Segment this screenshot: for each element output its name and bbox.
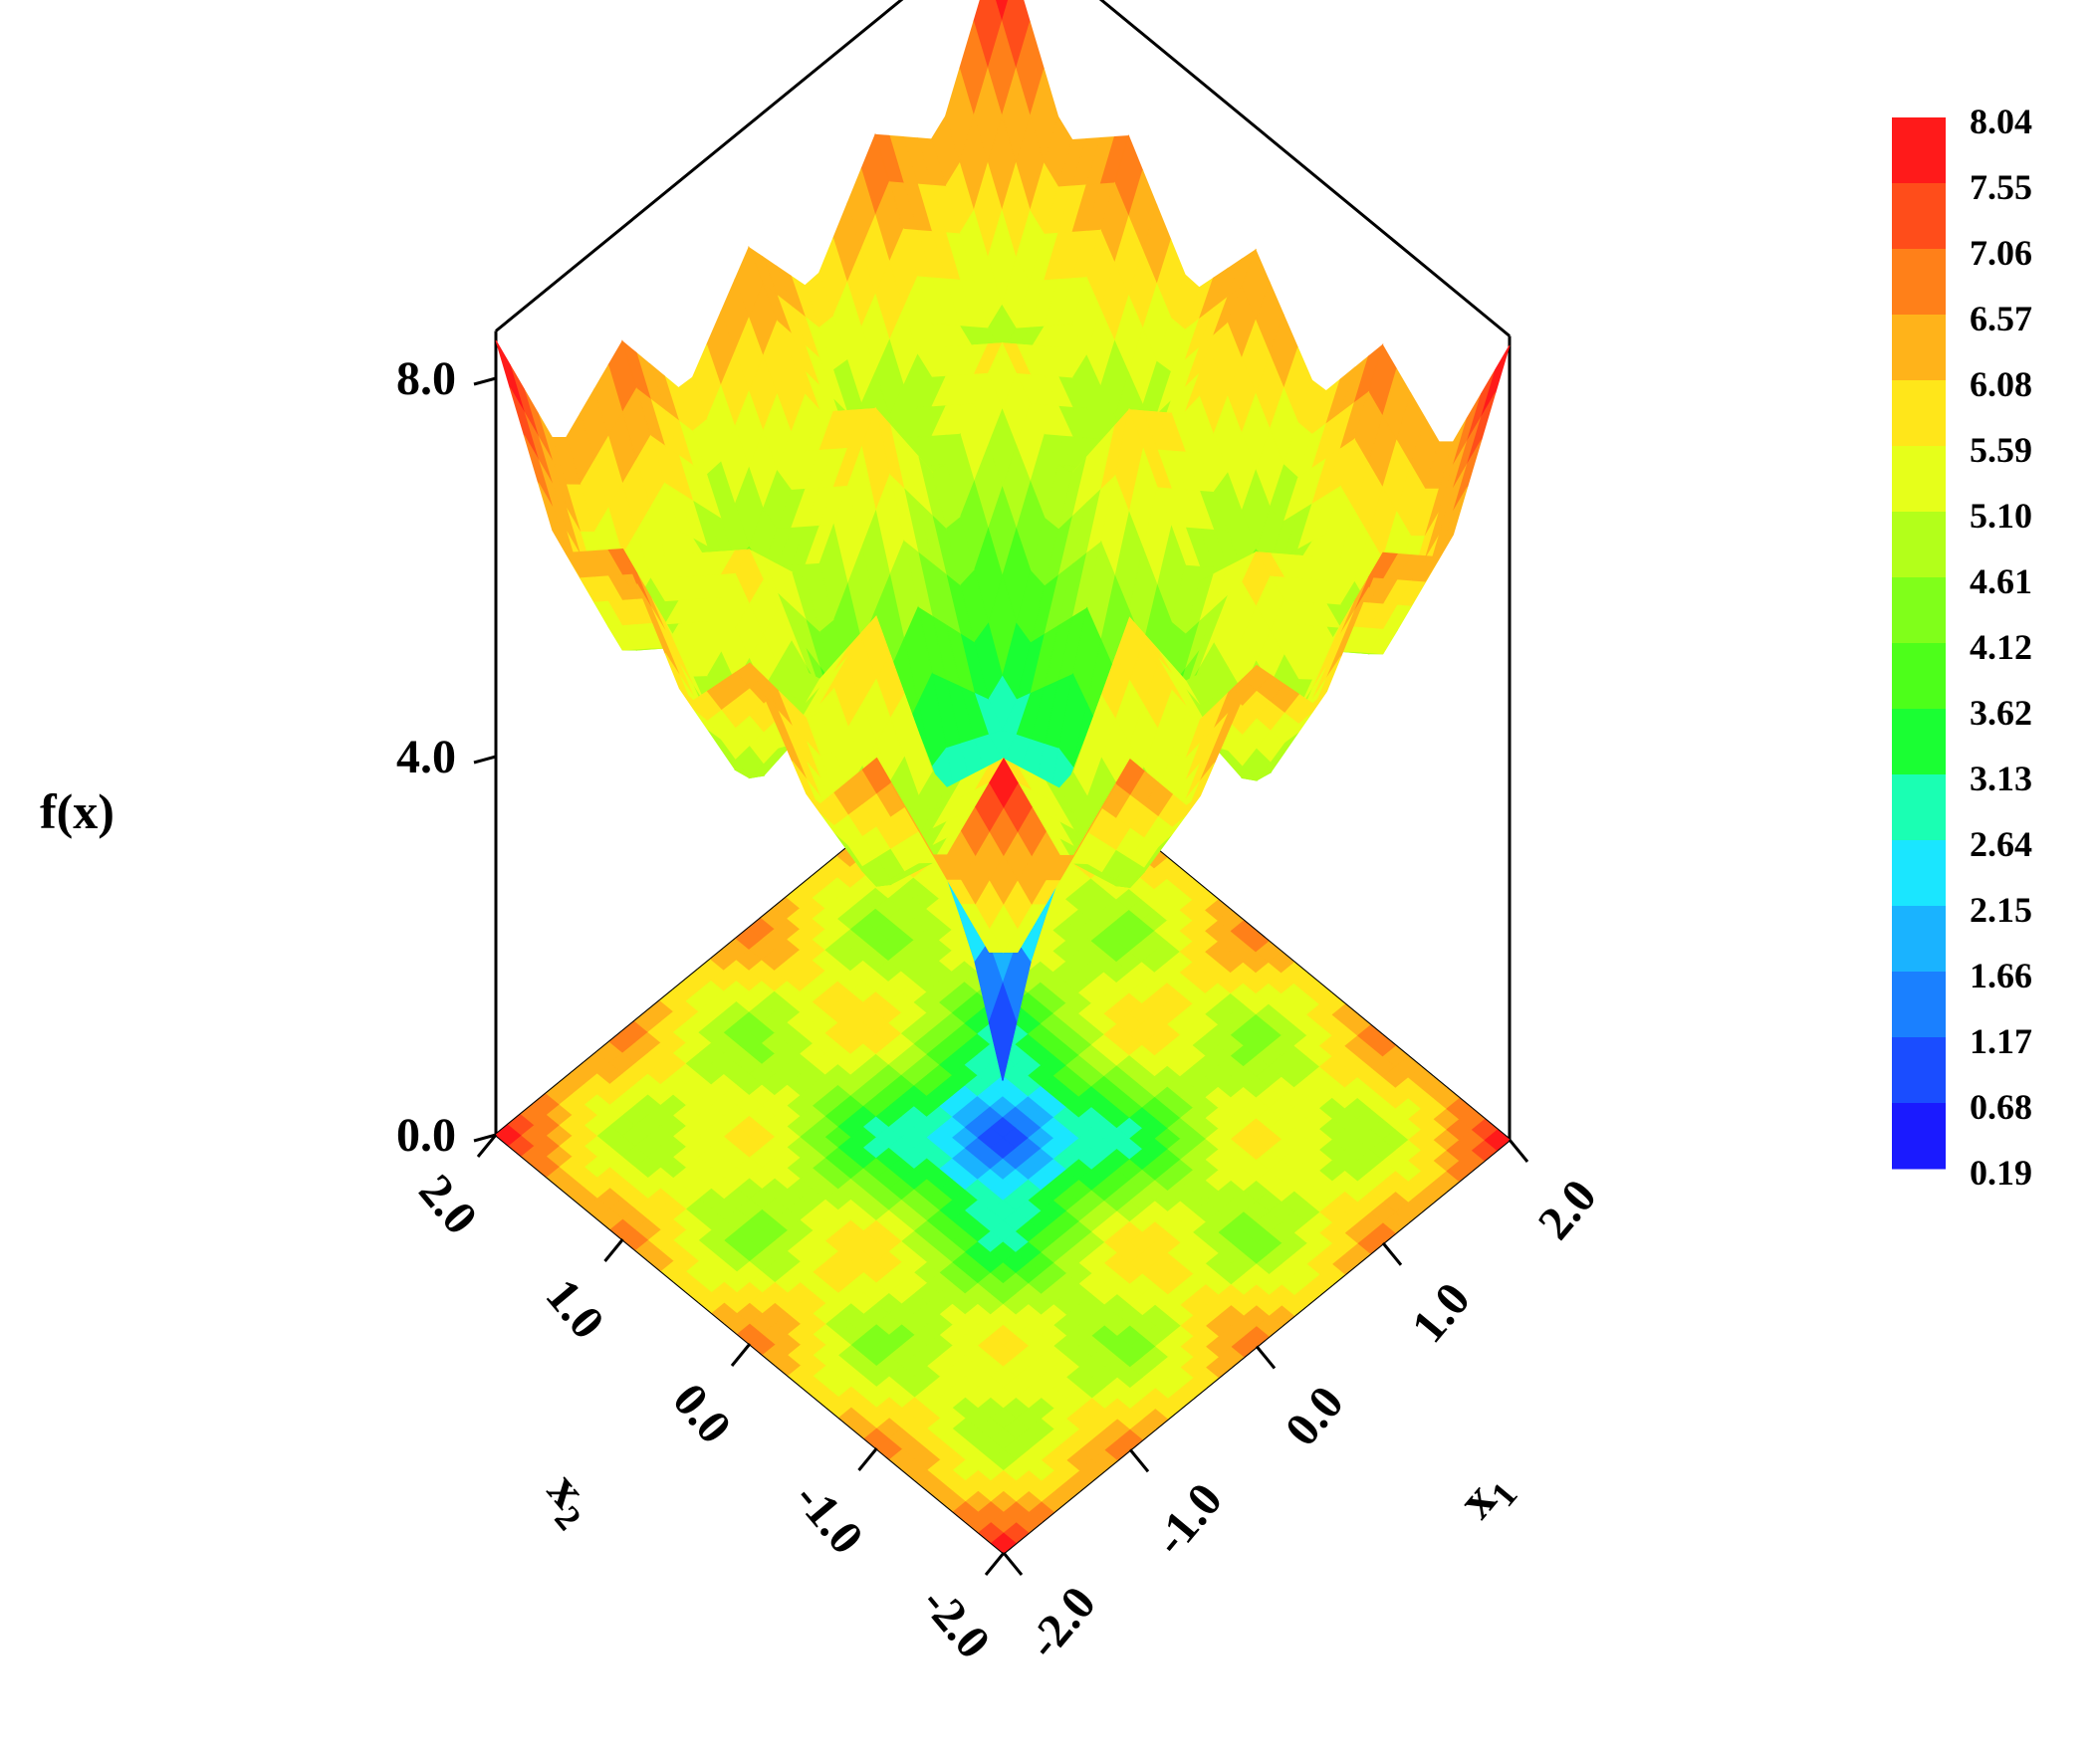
surface: [495, 0, 1511, 1081]
x1-axis-label: x1: [1448, 1458, 1525, 1533]
x1-tick: [1255, 1345, 1277, 1370]
surface-patch: [989, 758, 1019, 808]
colorbar-tick-label: 2.64: [1970, 824, 2032, 864]
colorbar-swatch: [1892, 774, 1946, 841]
colorbar-tick-label: 5.59: [1970, 430, 2032, 470]
x2-tick: [476, 1134, 498, 1158]
colorbar-tick-label: 4.12: [1970, 627, 2032, 667]
x1-tick-label: 0.0: [1276, 1377, 1354, 1456]
x1-tick: [1381, 1241, 1403, 1266]
colorbar-swatch: [1892, 1103, 1946, 1170]
colorbar-tick-label: 7.55: [1970, 167, 2032, 207]
x1-tick-label: -1.0: [1143, 1473, 1232, 1565]
z-tick-label: 0.0: [396, 1109, 456, 1162]
colorbar: 8.04 7.55 7.06 6.57 6.08 5.59 5.10 4.61 4.12 3.62…: [1892, 102, 2032, 1193]
x2-tick-label: 1.0: [536, 1269, 614, 1349]
colorbar-swatch: [1892, 577, 1946, 644]
x2-tick: [730, 1343, 752, 1367]
surface-patch: [495, 339, 525, 413]
colorbar-tick-label: 3.62: [1970, 693, 2032, 733]
x2-axis-label: x2: [531, 1462, 608, 1537]
contour-floor: [495, 721, 1511, 1554]
surface-patch: [994, 0, 1010, 24]
surface-patch: [1481, 344, 1511, 417]
x2-tick: [857, 1447, 878, 1471]
x2-tick-label: 2.0: [408, 1165, 487, 1244]
colorbar-tick-label: 0.68: [1970, 1087, 2032, 1127]
colorbar-swatch: [1892, 1037, 1946, 1104]
colorbar-swatch: [1892, 709, 1946, 775]
colorbar-tick-label: 6.08: [1970, 364, 2032, 404]
x2-tick-label: 0.0: [662, 1374, 741, 1453]
colorbar-tick-label: 2.15: [1970, 890, 2032, 930]
z-tick: [473, 376, 497, 386]
x1-tick: [1508, 1139, 1529, 1163]
colorbar-swatch: [1892, 512, 1946, 578]
colorbar-swatch: [1892, 643, 1946, 710]
z-tick-label: 8.0: [396, 352, 456, 405]
z-axis-label: f(x): [40, 783, 115, 839]
colorbar-swatch: [1892, 906, 1946, 973]
x2-tick-label: -1.0: [785, 1472, 873, 1564]
colorbar-swatch: [1892, 840, 1946, 907]
colorbar-tick-label: 4.61: [1970, 561, 2032, 601]
x2-tick: [603, 1238, 624, 1262]
colorbar-swatch: [1892, 380, 1946, 447]
colorbar-tick-label: 5.10: [1970, 496, 2032, 536]
x2-tick: [984, 1552, 1006, 1576]
top-left-edge: [495, 0, 904, 332]
z-tick: [473, 755, 497, 765]
colorbar-swatch: [1892, 972, 1946, 1038]
x1-tick: [1128, 1448, 1150, 1473]
x1-tick: [1002, 1552, 1024, 1576]
x1-tick-label: 2.0: [1528, 1170, 1607, 1249]
colorbar-swatch: [1892, 315, 1946, 381]
colorbar-swatch: [1892, 446, 1946, 513]
colorbar-tick-label: 6.57: [1970, 299, 2032, 338]
colorbar-tick-label: 7.06: [1970, 233, 2032, 273]
x1-tick-label: 1.0: [1402, 1273, 1481, 1353]
colorbar-tick-label: 0.19: [1970, 1153, 2032, 1193]
z-tick: [473, 1133, 497, 1143]
colorbar-tick-label: 1.17: [1970, 1021, 2032, 1061]
colorbar-swatch: [1892, 249, 1946, 316]
x2-tick-label: -2.0: [911, 1577, 1000, 1668]
z-tick-label: 4.0: [396, 731, 456, 783]
colorbar-tick-label: 8.04: [1970, 102, 2032, 141]
colorbar-swatch: [1892, 183, 1946, 250]
top-right-edge: [1098, 0, 1511, 337]
colorbar-swatch: [1892, 117, 1946, 184]
colorbar-tick-label: 1.66: [1970, 956, 2032, 995]
colorbar-tick-label: 3.13: [1970, 759, 2032, 798]
x1-tick-label: -2.0: [1017, 1577, 1105, 1668]
